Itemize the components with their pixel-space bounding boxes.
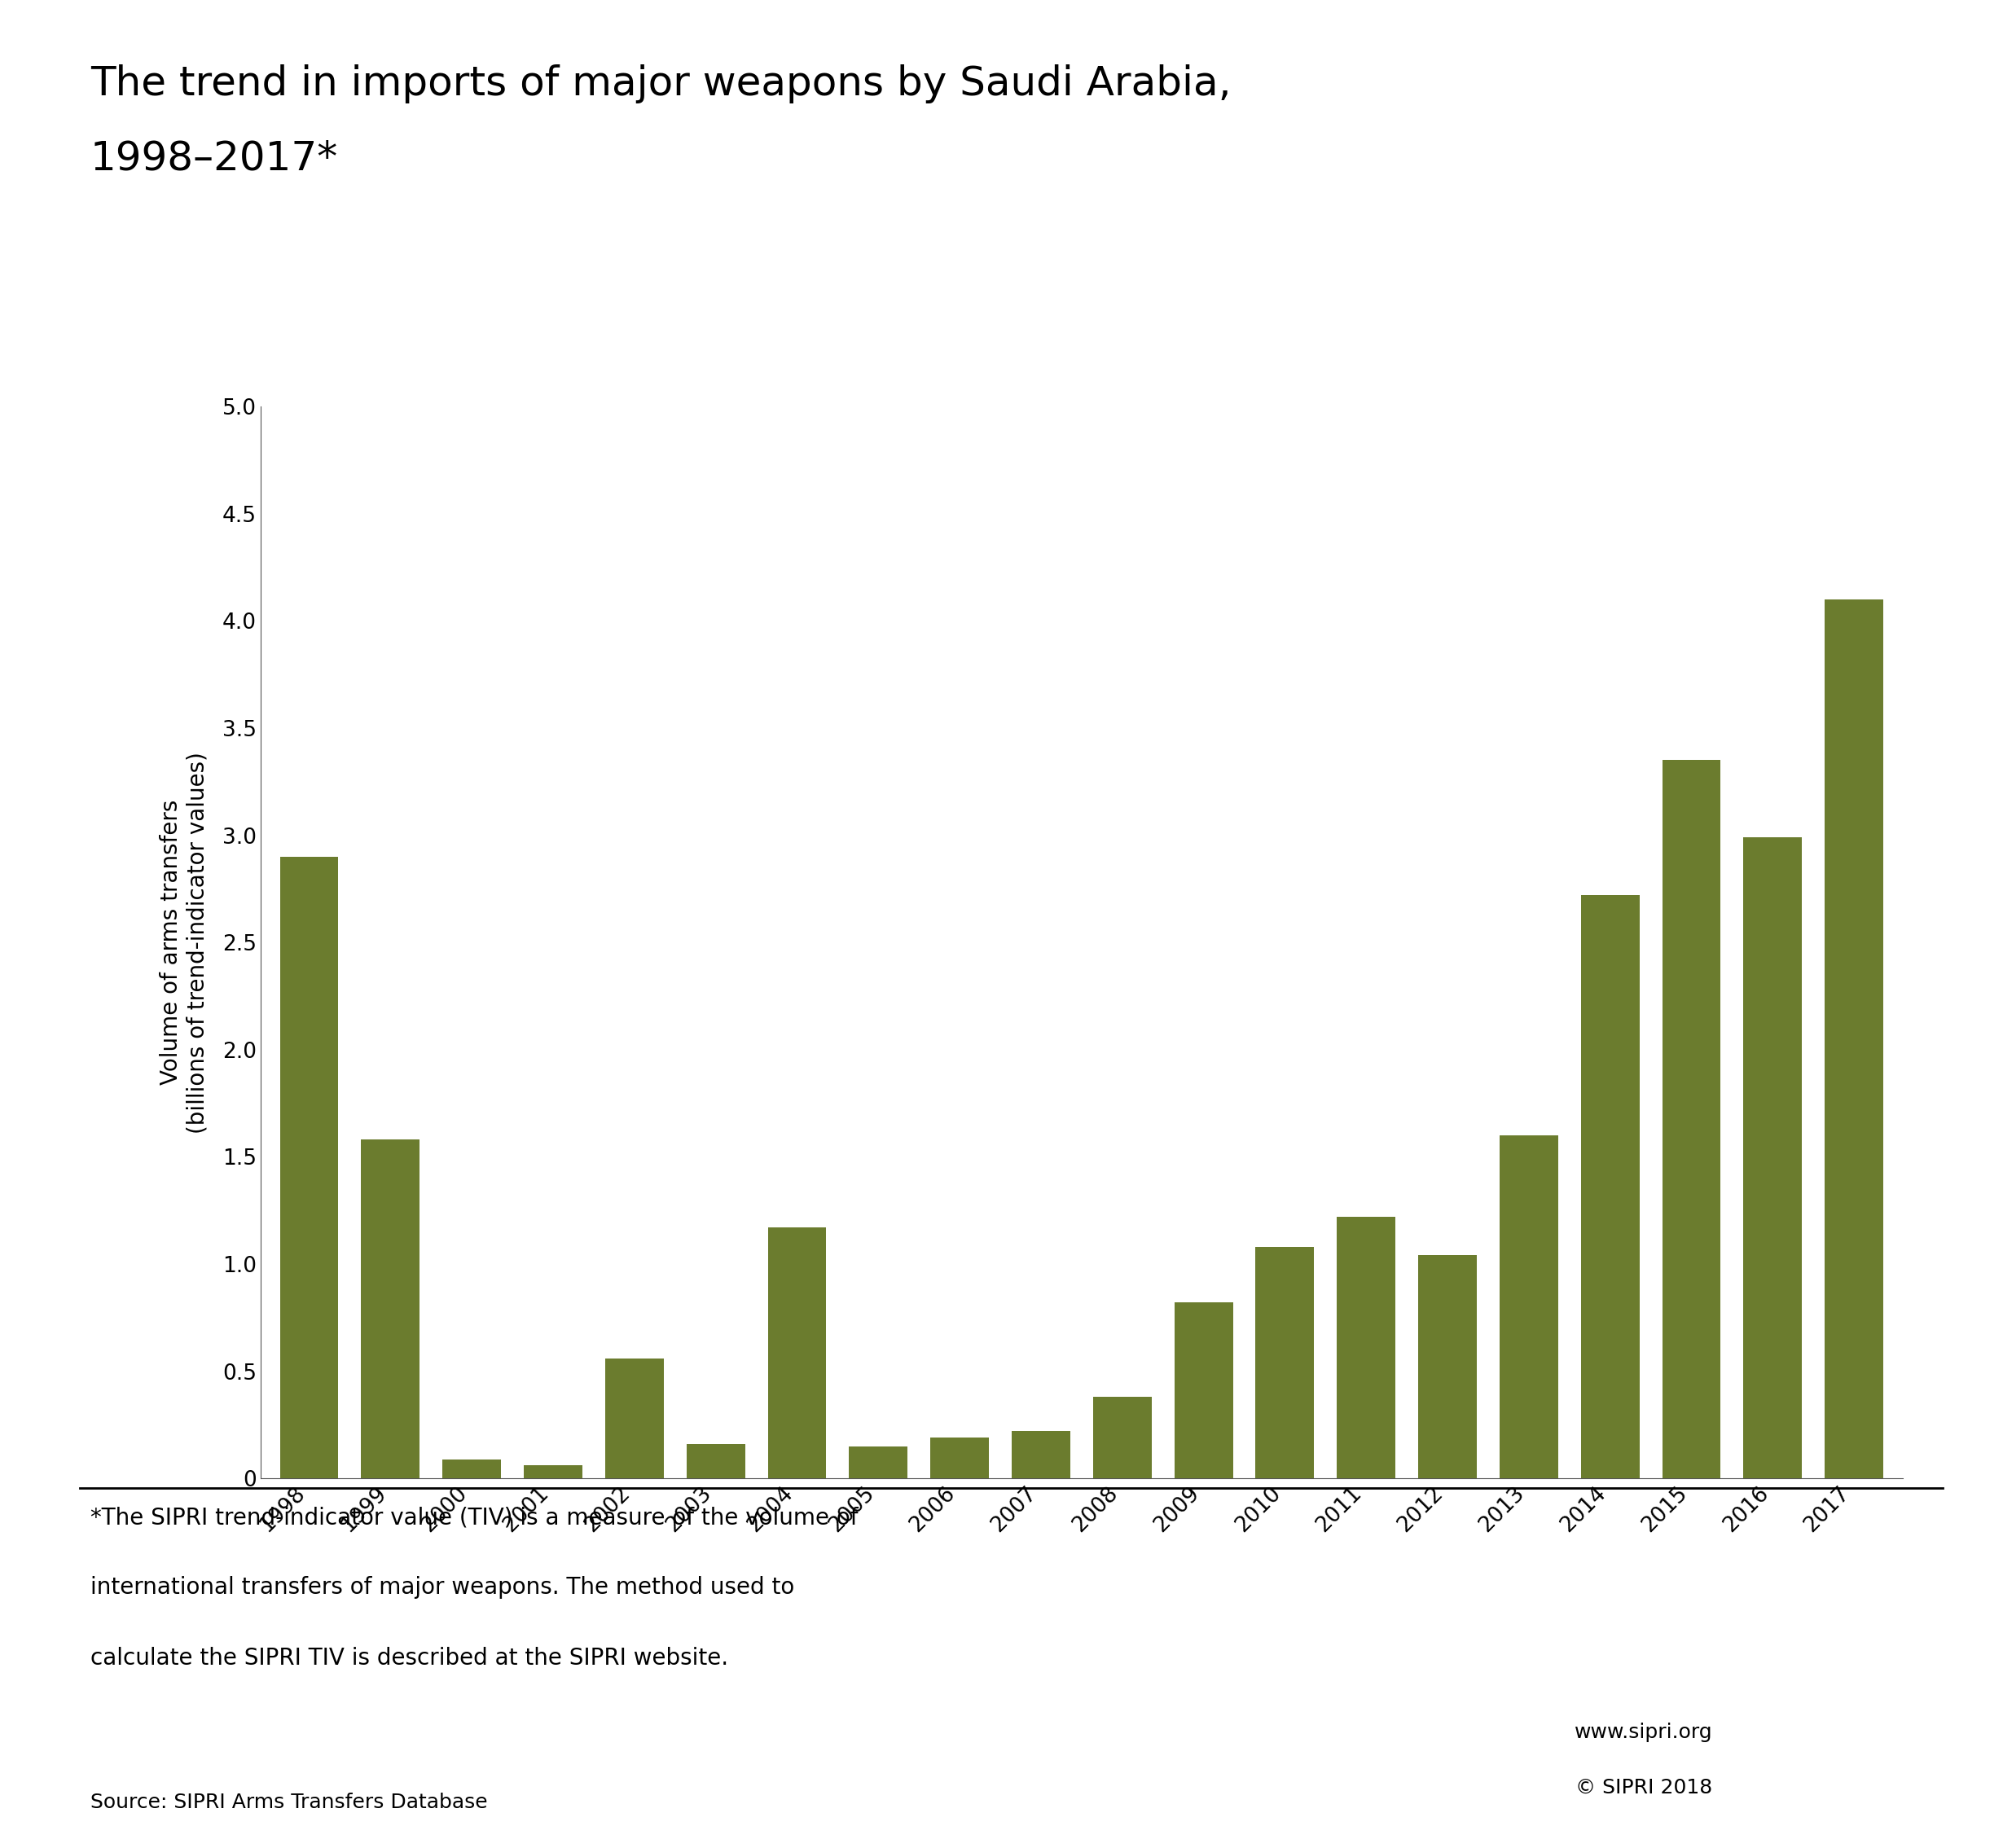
Bar xyxy=(280,857,339,1478)
Bar xyxy=(1174,1303,1234,1478)
Bar xyxy=(605,1358,663,1478)
Text: *The SIPRI trend-indicator value (TIV) is a measure of the volume of: *The SIPRI trend-indicator value (TIV) i… xyxy=(90,1506,857,1528)
Bar xyxy=(849,1447,907,1478)
Bar xyxy=(1418,1255,1476,1478)
Text: calculate the SIPRI TIV is described at the SIPRI website.: calculate the SIPRI TIV is described at … xyxy=(90,1647,727,1669)
Text: www.sipri.org: www.sipri.org xyxy=(1574,1722,1713,1743)
Bar xyxy=(1012,1430,1070,1478)
Bar xyxy=(1094,1397,1152,1478)
Bar xyxy=(1825,599,1883,1478)
Bar xyxy=(525,1465,583,1478)
Bar xyxy=(443,1460,501,1478)
Y-axis label: Volume of arms transfers
(billions of trend-indicator values): Volume of arms transfers (billions of tr… xyxy=(160,752,208,1133)
Bar xyxy=(929,1438,989,1478)
Bar xyxy=(361,1140,421,1478)
Text: © SIPRI 2018: © SIPRI 2018 xyxy=(1576,1778,1713,1798)
Bar xyxy=(1256,1247,1314,1478)
Bar xyxy=(1743,837,1803,1478)
Bar xyxy=(1662,760,1721,1478)
Bar xyxy=(767,1227,827,1478)
Text: Source: SIPRI Arms Transfers Database: Source: SIPRI Arms Transfers Database xyxy=(90,1793,487,1813)
Bar xyxy=(687,1443,745,1478)
Bar xyxy=(1336,1216,1396,1478)
Text: international transfers of major weapons. The method used to: international transfers of major weapons… xyxy=(90,1576,793,1599)
Text: 1998–2017*: 1998–2017* xyxy=(90,139,339,177)
Text: sipri: sipri xyxy=(1791,1728,1859,1756)
Bar xyxy=(1580,894,1638,1478)
Text: The trend in imports of major weapons by Saudi Arabia,: The trend in imports of major weapons by… xyxy=(90,65,1232,103)
Bar xyxy=(1500,1135,1558,1478)
